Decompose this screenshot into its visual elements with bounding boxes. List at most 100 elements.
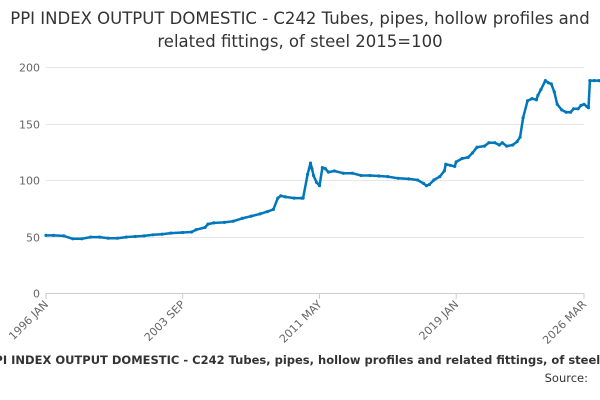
data-point bbox=[359, 173, 363, 178]
y-tick-label: 100 bbox=[19, 175, 40, 188]
data-point bbox=[190, 230, 194, 234]
data-point bbox=[470, 151, 475, 155]
data-point bbox=[493, 141, 497, 145]
data-point bbox=[543, 79, 548, 83]
data-point bbox=[482, 144, 486, 148]
data-point bbox=[332, 169, 336, 173]
data-point bbox=[306, 172, 310, 176]
y-tick-label: 50 bbox=[26, 232, 40, 245]
chart-title: PPI INDEX OUTPUT DOMESTIC - C242 Tubes, … bbox=[10, 9, 590, 51]
data-point bbox=[133, 234, 137, 239]
data-point bbox=[271, 207, 275, 211]
data-point bbox=[597, 79, 600, 83]
y-tick-label: 150 bbox=[19, 119, 40, 132]
data-point bbox=[279, 194, 283, 198]
data-point bbox=[292, 196, 296, 200]
data-point bbox=[582, 102, 586, 106]
y-axis: 0 50 100 150 200 bbox=[19, 62, 40, 301]
data-point bbox=[71, 237, 75, 241]
data-point bbox=[552, 90, 556, 94]
data-point bbox=[283, 195, 287, 199]
data-point bbox=[386, 175, 390, 179]
data-point bbox=[421, 181, 426, 185]
x-tick-label: 2003 SEP bbox=[142, 298, 188, 344]
data-point bbox=[415, 178, 420, 182]
data-point bbox=[515, 140, 519, 144]
data-point bbox=[592, 79, 597, 83]
chart-caption: PPI INDEX OUTPUT DOMESTIC - C242 Tubes, … bbox=[0, 352, 600, 369]
data-point bbox=[326, 170, 330, 174]
data-point bbox=[124, 235, 128, 239]
data-point bbox=[539, 88, 543, 92]
data-point bbox=[576, 107, 580, 111]
data-point bbox=[454, 160, 458, 164]
data-point bbox=[511, 143, 515, 147]
data-point bbox=[487, 141, 491, 145]
data-point bbox=[475, 145, 479, 149]
data-point bbox=[546, 81, 550, 85]
data-point bbox=[497, 143, 501, 147]
data-point bbox=[572, 107, 576, 111]
y-tick-label: 0 bbox=[33, 288, 40, 301]
data-point bbox=[44, 233, 48, 237]
data-point bbox=[549, 82, 553, 86]
data-point bbox=[181, 230, 185, 235]
data-point bbox=[525, 99, 530, 103]
data-point bbox=[62, 234, 66, 238]
x-axis: 1996 JAN 2003 SEP 2011 MAY 2019 JAN 2026 MAR bbox=[6, 293, 589, 347]
data-point bbox=[311, 173, 316, 178]
data-point bbox=[231, 219, 235, 223]
data-point bbox=[301, 196, 305, 200]
data-point bbox=[579, 103, 583, 107]
data-point bbox=[555, 102, 559, 106]
chart-caption-text: PPI INDEX OUTPUT DOMESTIC - C242 Tubes, … bbox=[0, 353, 600, 367]
data-point bbox=[249, 214, 253, 218]
data-point bbox=[569, 110, 573, 114]
data-point bbox=[377, 174, 381, 178]
data-point bbox=[169, 231, 173, 235]
data-point bbox=[407, 177, 411, 181]
y-tick-label: 200 bbox=[19, 62, 40, 75]
data-point bbox=[588, 79, 592, 83]
data-point bbox=[314, 180, 319, 184]
data-point bbox=[240, 216, 244, 220]
data-point bbox=[518, 135, 522, 139]
data-point bbox=[51, 233, 56, 237]
data-point bbox=[534, 98, 539, 102]
data-point bbox=[368, 173, 372, 178]
data-point bbox=[453, 164, 457, 168]
data-point bbox=[460, 156, 464, 161]
data-point bbox=[500, 141, 504, 145]
data-point bbox=[536, 93, 540, 97]
data-point bbox=[560, 108, 564, 112]
data-point bbox=[194, 228, 198, 232]
data-point bbox=[438, 175, 442, 179]
data-point bbox=[97, 235, 102, 239]
data-point bbox=[317, 184, 322, 188]
series-points bbox=[44, 79, 600, 241]
data-point bbox=[466, 155, 470, 159]
source-label: Source: bbox=[544, 371, 588, 385]
data-point bbox=[160, 232, 164, 236]
x-tick-label: 2019 JAN bbox=[417, 298, 462, 343]
data-point bbox=[530, 97, 534, 101]
data-point bbox=[444, 162, 448, 166]
data-point bbox=[350, 171, 354, 175]
data-point bbox=[206, 222, 210, 226]
data-point bbox=[427, 182, 431, 187]
data-point bbox=[310, 167, 314, 171]
data-point bbox=[341, 171, 345, 175]
data-point bbox=[442, 169, 446, 173]
data-point bbox=[308, 161, 313, 165]
data-point bbox=[151, 233, 155, 237]
data-point bbox=[521, 116, 525, 120]
data-point bbox=[106, 236, 110, 240]
data-point bbox=[142, 234, 146, 238]
data-point bbox=[424, 184, 429, 188]
data-point bbox=[586, 106, 591, 110]
data-point bbox=[276, 196, 280, 200]
data-point bbox=[258, 212, 262, 216]
data-point bbox=[89, 235, 93, 239]
